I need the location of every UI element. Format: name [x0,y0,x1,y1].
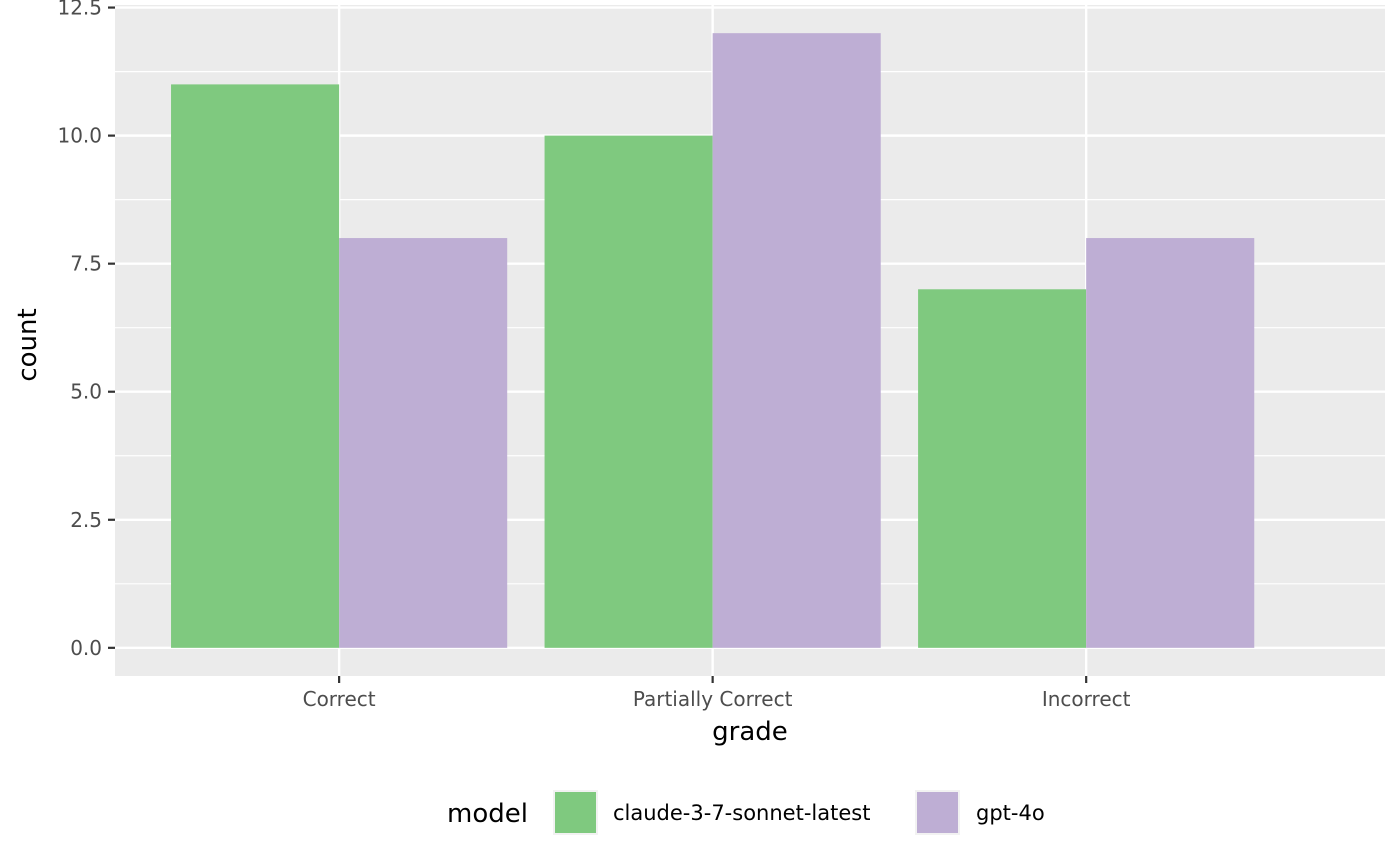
legend: model claude-3-7-sonnet-latest gpt-4o [447,790,1045,835]
y-tick-label: 7.5 [70,252,102,276]
y-axis: 0.0 2.5 5.0 7.5 10.0 12.5 [57,0,115,660]
x-tick-label: Partially Correct [633,687,793,711]
legend-title: model [447,799,528,829]
x-axis: Correct Partially Correct Incorrect [303,676,1131,711]
x-tick-label: Correct [303,687,376,711]
y-tick-label: 5.0 [70,380,102,404]
bar-partially-correct-claude-3-7-sonnet-latest [544,135,713,648]
y-tick-label: 10.0 [57,124,102,148]
bar-partially-correct-gpt-4o [712,33,881,648]
legend-label: claude-3-7-sonnet-latest [613,801,870,825]
x-tick-label: Incorrect [1042,687,1131,711]
y-axis-title: count [13,308,43,381]
bar-incorrect-gpt-4o [1086,238,1255,648]
y-tick-label: 2.5 [70,508,102,532]
x-axis-title: grade [712,717,788,747]
bars [171,33,1255,648]
legend-key [917,792,958,833]
y-tick-label: 0.0 [70,636,102,660]
legend-key [555,792,596,833]
bar-correct-claude-3-7-sonnet-latest [171,84,340,648]
bar-correct-gpt-4o [339,238,508,648]
legend-label: gpt-4o [976,801,1045,825]
y-tick-label: 12.5 [57,0,102,20]
bar-incorrect-claude-3-7-sonnet-latest [918,289,1087,648]
